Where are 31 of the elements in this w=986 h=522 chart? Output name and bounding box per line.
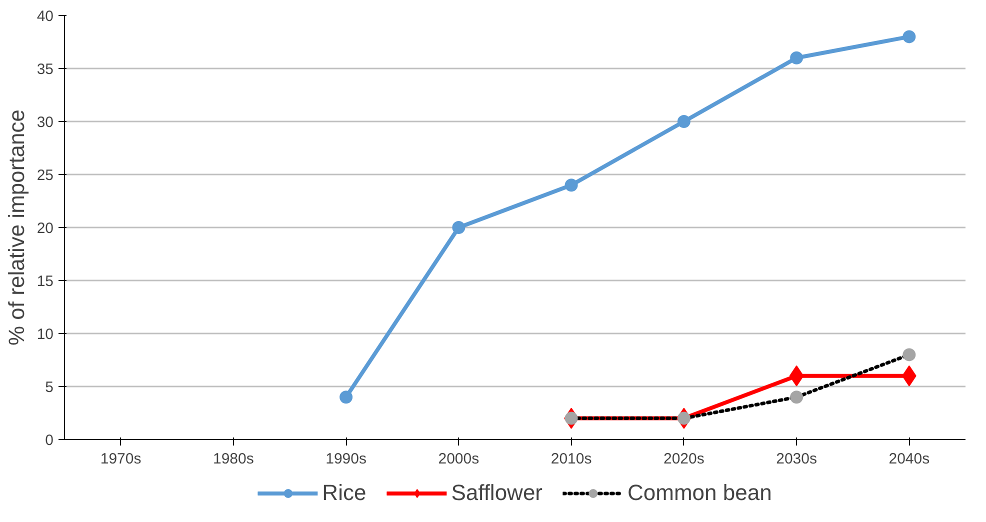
y-tick-label: 35 — [36, 61, 54, 78]
y-tick-label: 30 — [36, 114, 54, 131]
point — [790, 51, 804, 64]
point — [677, 115, 690, 128]
point — [340, 390, 353, 404]
y-tick-label: 20 — [36, 220, 54, 237]
point — [902, 348, 916, 362]
point — [452, 221, 466, 234]
x-tick-label: 1980s — [213, 450, 254, 468]
point — [564, 178, 578, 192]
point — [790, 390, 804, 404]
x-tick-label: 1970s — [100, 450, 142, 468]
x-tick-label: 2000s — [438, 450, 480, 468]
y-tick-label: 10 — [36, 326, 54, 343]
y-axis-title: % of relative importance — [4, 110, 29, 346]
x-tick-label: 2040s — [888, 450, 930, 468]
point — [564, 412, 578, 425]
point — [902, 30, 916, 44]
x-tick-label: 1990s — [326, 450, 367, 468]
y-tick-label: 15 — [36, 273, 54, 290]
y-tick-label: 0 — [45, 432, 54, 449]
y-tick-label: 40 — [36, 8, 54, 25]
legend-label: Common bean — [628, 480, 772, 506]
point — [677, 412, 690, 425]
legend-label: Rice — [322, 480, 366, 506]
legend-label: Safflower — [451, 480, 543, 506]
x-tick-label: 2020s — [664, 450, 704, 468]
y-tick-label: 25 — [36, 167, 54, 184]
x-tick-label: 2030s — [776, 450, 818, 468]
x-tick-label: 2010s — [550, 450, 592, 468]
y-tick-label: 5 — [45, 379, 54, 396]
